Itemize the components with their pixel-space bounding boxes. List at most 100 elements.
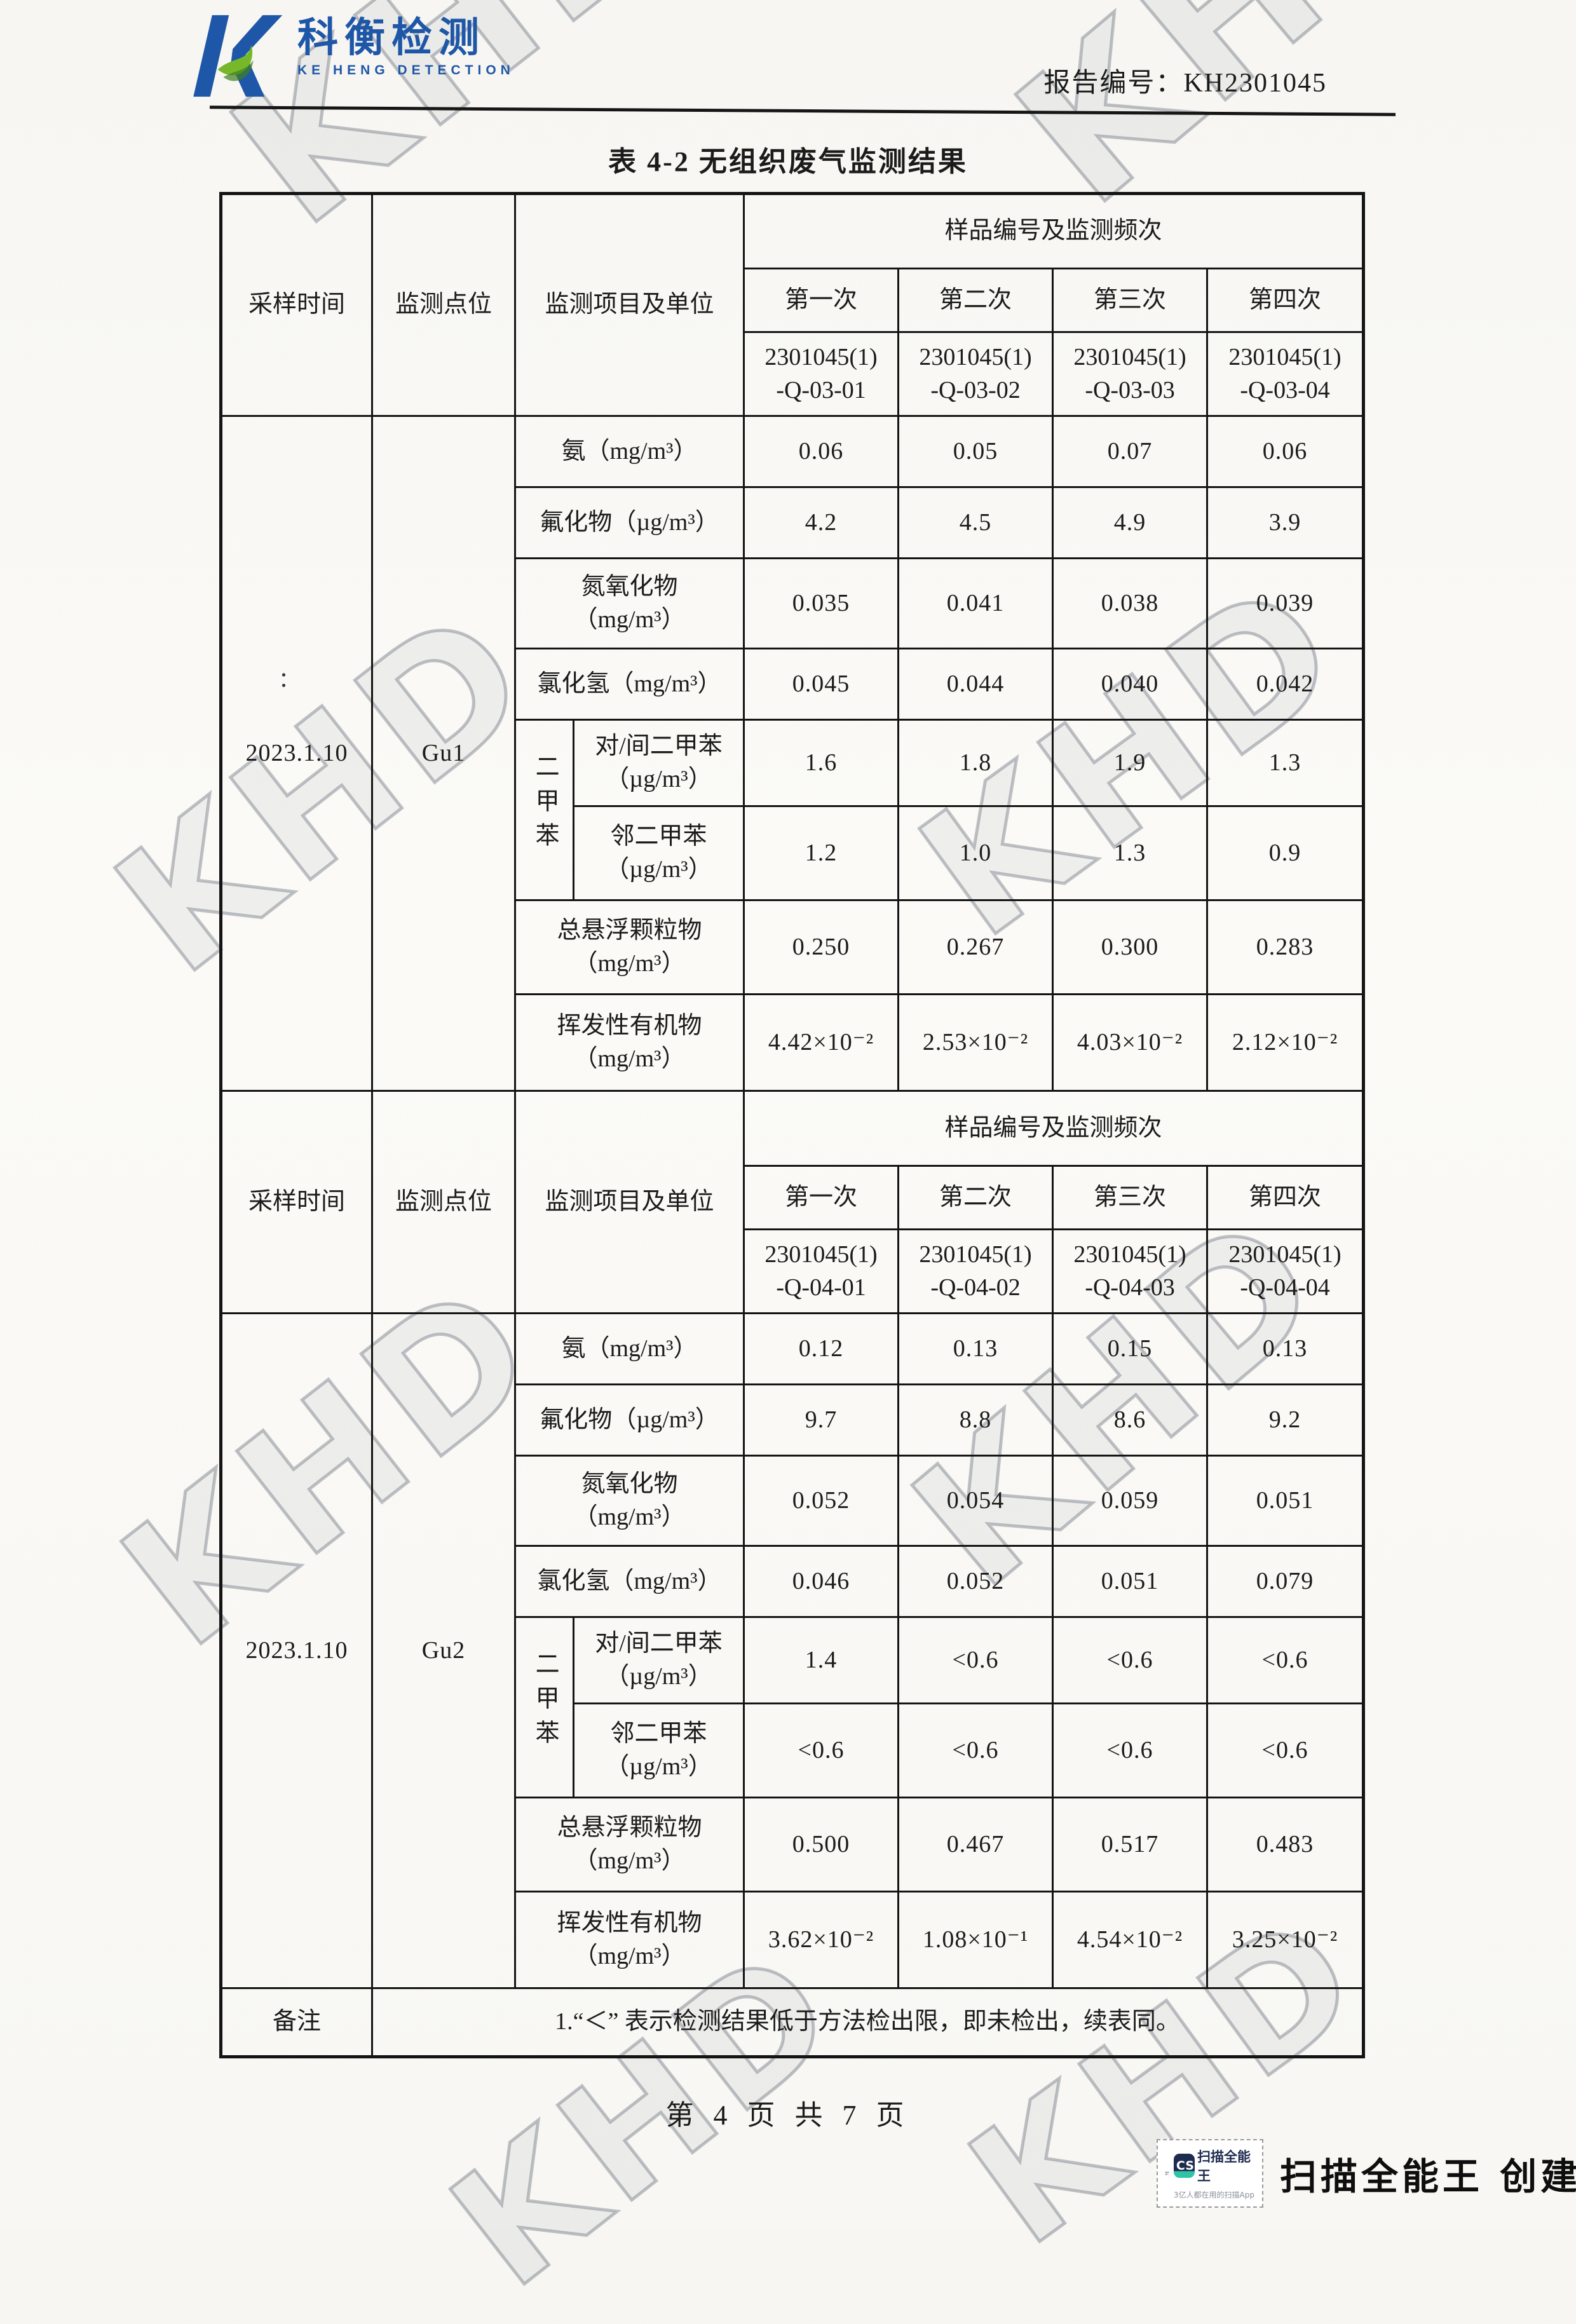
result-value: 0.039: [1207, 559, 1364, 649]
result-value: 1.08×10⁻¹: [899, 1892, 1053, 1988]
item-unit: （mg/m³）: [609, 670, 721, 697]
scanned-report-page: { "page": { "report_no": "报告编号：KH2301045…: [0, 0, 1576, 2230]
camscanner-logo-icon: CS: [1174, 2154, 1195, 2178]
result-value: <0.6: [1207, 1704, 1364, 1798]
sample-id-suffix: -Q-04-02: [902, 1272, 1049, 1304]
result-value: 4.9: [1053, 487, 1207, 559]
sample-id: 2301045(1)-Q-03-02: [899, 332, 1053, 416]
result-value: 0.483: [1207, 1798, 1364, 1892]
sample-id-prefix: 2301045(1): [902, 341, 1049, 374]
item-unit: （mg/m³）: [519, 1940, 740, 1973]
result-value: 4.5: [899, 487, 1053, 559]
item-unit: （µg/m³）: [612, 1406, 719, 1433]
item-name: 挥发性有机物: [557, 1012, 702, 1039]
page-number: 第 4 页 共 7 页: [0, 2092, 1576, 2133]
freq-header: 第一次: [744, 269, 899, 332]
result-value: 9.2: [1207, 1385, 1364, 1456]
result-value: 1.3: [1207, 720, 1364, 806]
item-name: 氯化氢: [537, 1568, 609, 1594]
result-value: 0.052: [899, 1546, 1053, 1617]
freq-header: 第二次: [899, 269, 1053, 332]
item-name: 氟化物: [540, 1406, 612, 1433]
result-value: 0.13: [1207, 1314, 1364, 1385]
company-logo: 科衡检测 KE HENG DETECTION: [191, 11, 515, 100]
item-label: 挥发性有机物 （mg/m³）: [515, 995, 744, 1091]
result-value: 0.07: [1053, 416, 1207, 487]
item-label: 氯化氢（mg/m³）: [515, 649, 744, 720]
item-unit: （mg/m³）: [519, 604, 740, 636]
result-value: 0.250: [744, 900, 899, 995]
item-unit: （µg/m³）: [577, 853, 740, 886]
result-value: 8.6: [1053, 1385, 1207, 1456]
sample-id: 2301045(1)-Q-03-01: [744, 332, 899, 416]
company-name-en: KE HENG DETECTION: [297, 63, 515, 78]
result-value: 0.267: [899, 900, 1053, 995]
item-label: 氟化物（µg/m³）: [515, 1385, 744, 1456]
item-label: 邻二甲苯 （µg/m³）: [574, 806, 744, 900]
camscanner-app-name: 扫描全能王: [1197, 2147, 1254, 2185]
result-value: 2.53×10⁻²: [899, 995, 1053, 1091]
result-value: 0.300: [1053, 900, 1207, 995]
remark-label: 备注: [221, 1988, 372, 2057]
xylene-vertical-text: 二甲苯: [528, 1651, 560, 1754]
sample-id: 2301045(1)-Q-04-01: [744, 1230, 899, 1314]
result-value: 0.046: [744, 1546, 899, 1617]
result-value: 0.042: [1207, 649, 1364, 720]
result-value: <0.6: [1053, 1617, 1207, 1704]
item-name: 总悬浮颗粒物: [557, 917, 702, 944]
result-value: 3.62×10⁻²: [744, 1892, 899, 1988]
item-unit: （mg/m³）: [519, 1043, 740, 1075]
freq-header: 第四次: [1207, 1166, 1364, 1230]
sample-id-suffix: -Q-04-01: [747, 1272, 895, 1304]
item-name: 氨: [561, 438, 585, 465]
item-label: 氟化物（µg/m³）: [515, 487, 744, 559]
sample-id-prefix: 2301045(1): [1211, 341, 1359, 374]
item-name: 邻二甲苯: [611, 823, 707, 850]
item-name: 对/间二甲苯: [595, 1630, 723, 1657]
sample-id: 2301045(1)-Q-04-02: [899, 1230, 1053, 1314]
item-label: 邻二甲苯（µg/m³）: [574, 1704, 744, 1798]
result-value: 0.15: [1053, 1314, 1207, 1385]
table-title: 表 4-2 无组织废气监测结果: [0, 139, 1576, 179]
xylene-vertical-text: 二甲苯: [528, 754, 560, 857]
result-value: <0.6: [744, 1704, 899, 1798]
monitoring-point-cell: Gu2: [372, 1314, 515, 1988]
xylene-group-label: 二甲苯: [515, 1617, 574, 1798]
result-value: 0.054: [899, 1456, 1053, 1546]
col-header-sampling-time: 采样时间: [221, 1091, 372, 1314]
sample-id-prefix: 2301045(1): [1056, 341, 1204, 374]
result-value: 0.517: [1053, 1798, 1207, 1892]
result-value: 0.9: [1207, 806, 1364, 900]
result-value: 0.13: [899, 1314, 1053, 1385]
sample-id-suffix: -Q-03-03: [1056, 374, 1204, 407]
sample-id-suffix: -Q-04-04: [1211, 1272, 1359, 1304]
item-name: 氨: [561, 1335, 585, 1362]
result-value: 0.051: [1053, 1546, 1207, 1617]
result-value: 1.4: [744, 1617, 899, 1704]
item-label: 氨（mg/m³）: [515, 1314, 744, 1385]
freq-header: 第四次: [1207, 269, 1364, 332]
remark-text: 1.“＜” 表示检测结果低于方法检出限，即未检出，续表同。: [372, 1988, 1364, 2057]
item-name: 氟化物: [540, 509, 612, 536]
result-value: <0.6: [1053, 1704, 1207, 1798]
freq-header: 第二次: [899, 1166, 1053, 1230]
item-unit: （mg/m³）: [519, 948, 740, 980]
sample-id: 2301045(1)-Q-04-04: [1207, 1230, 1364, 1314]
result-value: 0.12: [744, 1314, 899, 1385]
item-name: 对/间二甲苯: [595, 733, 723, 759]
item-label: 对/间二甲苯（µg/m³）: [574, 720, 744, 806]
result-value: 0.467: [899, 1798, 1053, 1892]
result-value: 2.12×10⁻²: [1207, 995, 1364, 1091]
result-value: 1.6: [744, 720, 899, 806]
item-unit: （µg/m³）: [605, 1663, 712, 1690]
col-header-item-unit: 监测项目及单位: [515, 194, 744, 416]
item-label: 挥发性有机物（mg/m³）: [515, 1892, 744, 1988]
item-label: 对/间二甲苯 （µg/m³）: [574, 1617, 744, 1704]
result-value: 4.2: [744, 487, 899, 559]
freq-header: 第三次: [1053, 1166, 1207, 1230]
camscanner-badge: CS 扫描全能王 3亿人都在用的扫描App: [1157, 2139, 1263, 2208]
sampling-time-cell: 2023.1.10: [221, 416, 372, 1091]
result-value: 0.05: [899, 416, 1053, 487]
sample-id-suffix: -Q-03-02: [902, 374, 1049, 407]
camscanner-tagline: 3亿人都在用的扫描App: [1174, 2189, 1254, 2200]
